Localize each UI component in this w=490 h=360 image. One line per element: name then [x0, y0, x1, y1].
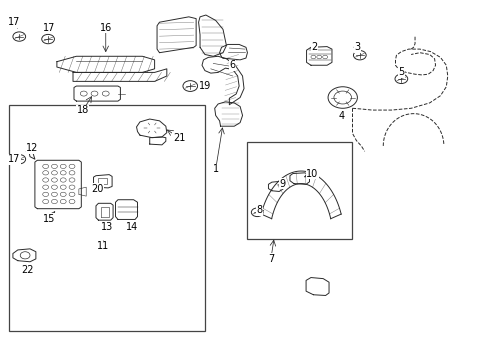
- Text: 20: 20: [91, 184, 103, 194]
- Text: 6: 6: [230, 60, 236, 70]
- Text: 16: 16: [99, 23, 112, 33]
- Text: 1: 1: [213, 164, 219, 174]
- Text: 13: 13: [101, 222, 113, 232]
- Text: 19: 19: [199, 81, 211, 91]
- Text: 12: 12: [26, 143, 39, 153]
- Text: 10: 10: [306, 168, 318, 179]
- Text: 4: 4: [339, 111, 345, 121]
- Text: 9: 9: [279, 179, 285, 189]
- Text: 17: 17: [44, 23, 56, 33]
- Text: 5: 5: [398, 67, 404, 77]
- Text: 8: 8: [257, 206, 263, 216]
- Text: 22: 22: [22, 265, 34, 275]
- Bar: [9, 105, 205, 330]
- Text: 2: 2: [311, 42, 318, 52]
- Text: 17: 17: [8, 17, 21, 27]
- Text: 21: 21: [173, 133, 185, 143]
- Text: 7: 7: [268, 254, 274, 264]
- Text: 17: 17: [8, 154, 21, 164]
- Text: 3: 3: [354, 42, 361, 52]
- Text: 11: 11: [97, 241, 109, 251]
- Text: 14: 14: [125, 222, 138, 232]
- Bar: [247, 142, 352, 239]
- Text: 18: 18: [76, 105, 89, 116]
- Text: 15: 15: [44, 214, 56, 224]
